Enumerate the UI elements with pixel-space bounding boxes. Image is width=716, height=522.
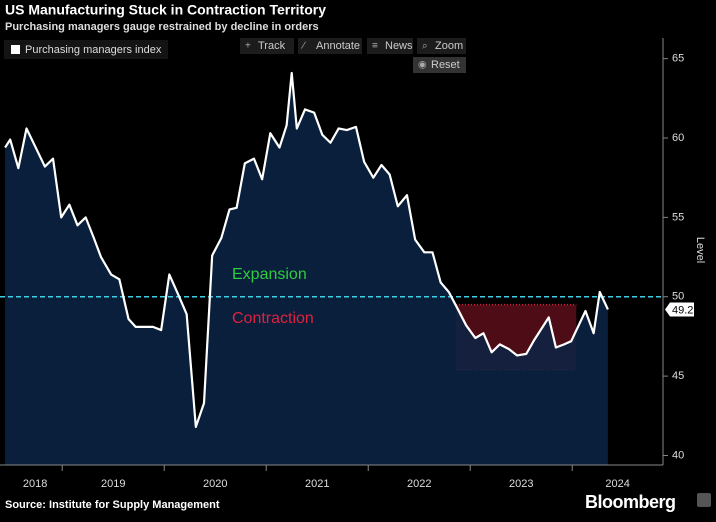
toolbar-button[interactable]: ∕ Annotate (298, 38, 362, 54)
annotation: Expansion (232, 266, 307, 283)
x-tick-label: 2023 (509, 478, 533, 490)
brand-icon (697, 493, 711, 507)
last-value-label: 49.2 (672, 304, 693, 316)
y-tick-label: 50 (672, 291, 684, 303)
y-tick-label: 65 (672, 53, 684, 65)
y-tick-label: 45 (672, 370, 684, 382)
button-bg (367, 38, 413, 54)
button-label[interactable]: Annotate (316, 40, 360, 52)
toolbar-button[interactable]: ◉ Reset (413, 57, 466, 73)
button-icon: ◉ (418, 60, 427, 71)
button-icon: + (245, 41, 251, 52)
x-tick-label: 2018 (23, 478, 47, 490)
button-icon: ∕ (300, 41, 306, 52)
x-tick-label: 2020 (203, 478, 227, 490)
x-tick-label: 2024 (605, 478, 629, 490)
button-bg (417, 38, 466, 54)
chart-title: US Manufacturing Stuck in Contraction Te… (5, 2, 326, 18)
button-label[interactable]: News (385, 40, 413, 52)
annotation: Contraction (232, 310, 314, 327)
y-tick-label: 60 (672, 132, 684, 144)
y-tick-label: 40 (672, 449, 684, 461)
button-label[interactable]: Zoom (435, 40, 463, 52)
legend-bg (4, 40, 168, 59)
button-label[interactable]: Reset (431, 59, 460, 71)
button-bg (413, 57, 466, 73)
line (4, 71, 609, 429)
button-icon: ⌕ (422, 41, 428, 52)
y-axis-label: Level (694, 237, 706, 263)
chart-subtitle: Purchasing managers gauge restrained by … (5, 21, 319, 33)
x-tick-label: 2021 (305, 478, 329, 490)
button-icon: ≡ (372, 41, 378, 52)
button-bg (240, 38, 294, 54)
brand: Bloomberg (585, 492, 676, 512)
area (5, 72, 608, 465)
toolbar-button[interactable]: + Track (240, 38, 294, 54)
legend-swatch (11, 45, 20, 54)
last-value-tag (665, 302, 694, 317)
toolbar-button[interactable]: ≡ News (367, 38, 413, 54)
button-bg (298, 38, 362, 54)
y-tick-label: 55 (672, 211, 684, 223)
legend-label: Purchasing managers index (25, 44, 162, 56)
x-tick-label: 2022 (407, 478, 431, 490)
source: Source: Institute for Supply Management (5, 499, 220, 511)
button-label[interactable]: Track (258, 40, 286, 52)
x-tick-label: 2019 (101, 478, 125, 490)
toolbar-button[interactable]: ⌕ Zoom (417, 38, 466, 54)
